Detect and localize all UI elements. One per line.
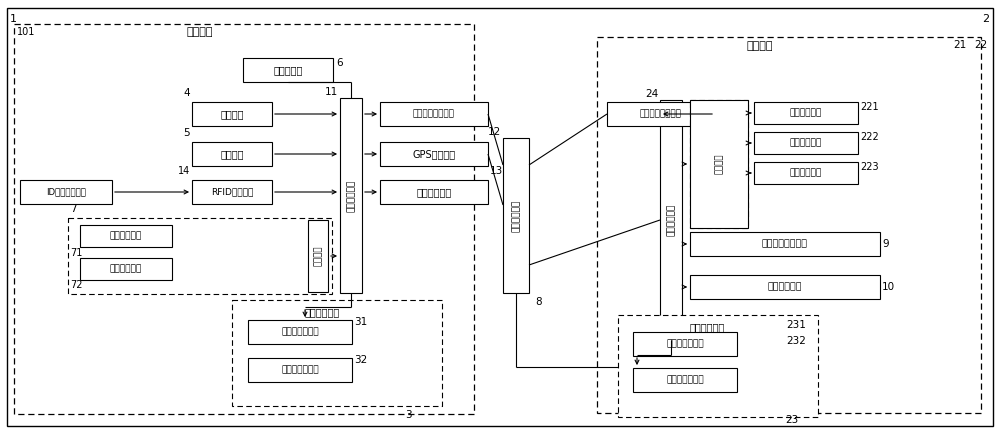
Text: 72: 72 <box>70 280 82 290</box>
Text: 第一显示模块: 第一显示模块 <box>416 187 452 197</box>
Text: 10: 10 <box>882 282 895 292</box>
Bar <box>690 275 880 299</box>
Bar <box>380 180 488 204</box>
Text: 第二显示模块: 第二显示模块 <box>768 283 802 292</box>
Text: 湿度监测模块: 湿度监测模块 <box>110 264 142 273</box>
Text: 14: 14 <box>178 166 190 176</box>
Text: GPS定位模块: GPS定位模块 <box>412 149 456 159</box>
Bar <box>340 98 362 293</box>
Bar <box>690 232 880 256</box>
Bar <box>192 102 272 126</box>
Text: 监测单元: 监测单元 <box>314 246 322 266</box>
Text: 23: 23 <box>785 415 798 425</box>
Bar <box>754 102 858 124</box>
Text: 第一报警灯模块: 第一报警灯模块 <box>281 365 319 375</box>
Text: 3: 3 <box>405 410 412 420</box>
Bar <box>690 100 748 228</box>
Bar <box>660 100 682 340</box>
Text: 12: 12 <box>488 127 501 137</box>
Text: 第一蜂鸣器模块: 第一蜂鸣器模块 <box>281 328 319 336</box>
Text: 13: 13 <box>490 166 503 176</box>
Bar <box>80 258 172 280</box>
Text: 21: 21 <box>953 40 966 50</box>
Text: 温度监测模块: 温度监测模块 <box>110 231 142 240</box>
Text: 8: 8 <box>535 297 542 307</box>
Bar <box>690 100 748 228</box>
Text: 31: 31 <box>354 317 367 327</box>
Text: 4: 4 <box>183 88 190 98</box>
Text: 货物轨迹显示模块: 货物轨迹显示模块 <box>762 240 808 249</box>
Bar <box>243 58 333 82</box>
Bar <box>192 180 272 204</box>
Bar <box>14 24 474 414</box>
Text: 控制模块: 控制模块 <box>220 109 244 119</box>
Text: 蓄电池模块: 蓄电池模块 <box>273 65 303 75</box>
Text: 第一报警单元: 第一报警单元 <box>305 307 340 317</box>
Text: 第二报警单元: 第二报警单元 <box>690 322 725 332</box>
Text: 71: 71 <box>70 248 82 258</box>
Text: 232: 232 <box>786 336 806 346</box>
Text: 第二蜂鸣器模块: 第二蜂鸣器模块 <box>666 339 704 349</box>
Bar <box>607 102 715 126</box>
Text: 第一处理模块: 第一处理模块 <box>347 179 356 212</box>
Bar <box>503 138 529 293</box>
Bar <box>248 320 352 344</box>
Bar <box>380 102 488 126</box>
Bar <box>754 162 858 184</box>
Text: RFID射频模块: RFID射频模块 <box>211 187 253 197</box>
Text: 2: 2 <box>982 14 989 24</box>
Text: ID号码储存模块: ID号码储存模块 <box>46 187 86 197</box>
Text: 管理单元: 管理单元 <box>714 154 724 174</box>
Text: 22: 22 <box>974 40 987 50</box>
Text: 第一无线传输模块: 第一无线传输模块 <box>413 109 455 118</box>
Bar <box>80 225 172 247</box>
Text: 6: 6 <box>336 58 343 68</box>
Bar <box>20 180 112 204</box>
Text: 终端单元: 终端单元 <box>747 41 773 51</box>
Text: 231: 231 <box>786 320 806 330</box>
Text: 223: 223 <box>860 162 879 172</box>
Bar <box>618 315 818 417</box>
Text: 101: 101 <box>17 27 35 37</box>
Text: 库存管理模块: 库存管理模块 <box>790 138 822 148</box>
Text: 11: 11 <box>325 87 338 97</box>
Text: 221: 221 <box>860 102 879 112</box>
Text: 第二处理模块: 第二处理模块 <box>666 204 676 236</box>
Text: 222: 222 <box>860 132 879 142</box>
Text: 7: 7 <box>70 204 77 214</box>
Text: 第一无线传输模块: 第一无线传输模块 <box>640 109 682 118</box>
Bar <box>380 142 488 166</box>
Bar <box>597 37 981 413</box>
Bar <box>192 142 272 166</box>
Bar <box>633 332 737 356</box>
Text: 9: 9 <box>882 239 889 249</box>
Text: 1: 1 <box>10 14 17 24</box>
Text: 云端储存模块: 云端储存模块 <box>512 199 520 232</box>
Bar <box>633 368 737 392</box>
Text: 客户管理模块: 客户管理模块 <box>790 108 822 118</box>
Bar <box>754 132 858 154</box>
Text: 第二报警灯模块: 第二报警灯模块 <box>666 375 704 385</box>
Bar <box>308 220 328 292</box>
Bar <box>232 300 442 406</box>
Text: 32: 32 <box>354 355 367 365</box>
Text: 订单管理模块: 订单管理模块 <box>790 168 822 178</box>
Text: 托盘单元: 托盘单元 <box>187 27 213 37</box>
Text: 5: 5 <box>183 128 190 138</box>
Text: 储存模块: 储存模块 <box>220 149 244 159</box>
Text: 24: 24 <box>645 89 658 99</box>
Bar <box>68 218 332 294</box>
Bar <box>248 358 352 382</box>
